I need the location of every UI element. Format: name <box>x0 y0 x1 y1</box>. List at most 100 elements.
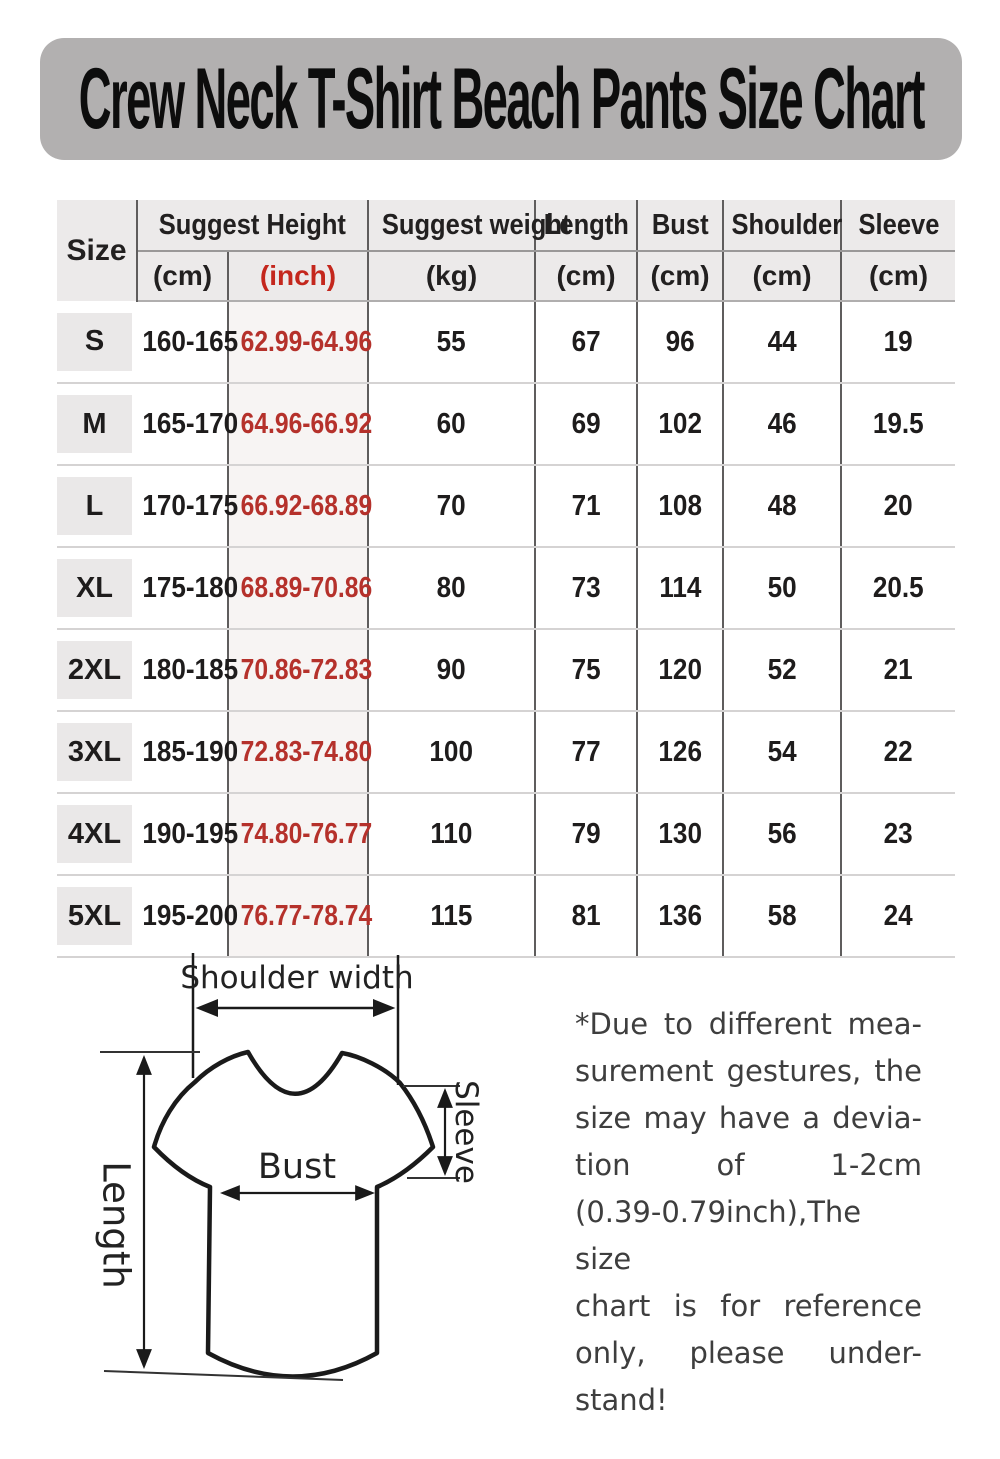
disclaimer-line: only, please under- <box>575 1336 922 1370</box>
cell-value: 79 <box>571 817 601 850</box>
cell-value: 126 <box>658 735 702 768</box>
cell-height_inch: 70.86-72.83 <box>228 629 372 712</box>
cell-length_cm: 81 <box>535 875 639 958</box>
cell-weight_kg: 80 <box>368 547 537 630</box>
title-banner: Crew Neck T-Shirt Beach Pants Size Chart <box>40 38 962 160</box>
cell-height_cm: 165-170 <box>137 383 238 466</box>
cell-value: 180-185 <box>142 653 239 686</box>
cell-length_cm: 75 <box>535 629 639 712</box>
cell-value: 130 <box>658 817 702 850</box>
col-header-bust: Bust <box>637 200 725 252</box>
cell-value: 70.86-72.83 <box>240 653 373 686</box>
cell-length_cm: 69 <box>535 383 639 466</box>
cell-bust_cm: 126 <box>637 711 725 794</box>
size-chip: 3XL <box>57 723 132 781</box>
cell-value: 19 <box>883 325 914 358</box>
cell-value: 22 <box>883 735 914 768</box>
cell-shoulder_cm: 44 <box>723 301 843 384</box>
cell-value: 70 <box>436 489 467 522</box>
size-chip: 4XL <box>57 805 132 863</box>
cell-height_inch: 64.96-66.92 <box>228 383 372 466</box>
unit-height-inch: (inch) <box>228 251 370 302</box>
cell-weight_kg: 115 <box>368 875 537 958</box>
cell-shoulder_cm: 56 <box>723 793 843 876</box>
unit-weight-kg: (kg) <box>368 251 537 302</box>
cell-shoulder_cm: 58 <box>723 875 843 958</box>
col-header-bust-label: Bust <box>651 208 709 241</box>
cell-height_cm: 190-195 <box>137 793 238 876</box>
col-header-sleeve-label: Sleeve <box>858 208 939 241</box>
cell-height_inch: 68.89-70.86 <box>228 547 372 630</box>
cell-length_cm: 77 <box>535 711 639 794</box>
col-header-suggest-weight: Suggest weight <box>368 200 570 252</box>
cell-value: 190-195 <box>142 817 239 850</box>
table-row: XL 175-180 68.89-70.86 80 73 114 50 20.5 <box>57 547 956 630</box>
cell-sleeve_cm: 23 <box>841 793 956 876</box>
cell-value: 136 <box>658 899 702 932</box>
unit-sleeve-cm: (cm) <box>841 251 956 302</box>
cell-value: 170-175 <box>142 489 239 522</box>
cell-shoulder_cm: 52 <box>723 629 843 712</box>
cell-value: 21 <box>883 653 914 686</box>
size-chip: XL <box>57 559 132 617</box>
table-row: 5XL 195-200 76.77-78.74 115 81 136 58 24 <box>57 875 956 958</box>
col-header-suggest-height-label: Suggest Height <box>158 208 347 241</box>
col-header-suggest-height: Suggest Height <box>137 200 370 252</box>
cell-length_cm: 67 <box>535 301 639 384</box>
size-chip: L <box>57 477 132 535</box>
bust-label: Bust <box>258 1147 336 1187</box>
cell-value: 44 <box>767 325 797 358</box>
cell-sleeve_cm: 24 <box>841 875 956 958</box>
unit-label: (inch) <box>259 260 337 291</box>
table-row: S 160-165 62.99-64.96 55 67 96 44 19 <box>57 301 956 384</box>
cell-height_inch: 74.80-76.77 <box>228 793 372 876</box>
cell-value: 75 <box>571 653 601 686</box>
cell-weight_kg: 70 <box>368 465 537 548</box>
cell-shoulder_cm: 46 <box>723 383 843 466</box>
cell-height_cm: 160-165 <box>137 301 238 384</box>
unit-label: (cm) <box>650 260 710 291</box>
cell-size: 4XL <box>57 793 137 876</box>
cell-weight_kg: 110 <box>368 793 537 876</box>
cell-value: 76.77-78.74 <box>240 899 373 932</box>
cell-value: 96 <box>665 325 695 358</box>
cell-height_inch: 62.99-64.96 <box>228 301 372 384</box>
cell-size: 5XL <box>57 875 137 958</box>
cell-weight_kg: 100 <box>368 711 537 794</box>
cell-value: 160-165 <box>142 325 239 358</box>
cell-height_cm: 180-185 <box>137 629 238 712</box>
cell-value: 20.5 <box>873 571 924 604</box>
cell-height_inch: 66.92-68.89 <box>228 465 372 548</box>
unit-label: (cm) <box>556 260 616 291</box>
cell-size: L <box>57 465 137 548</box>
cell-value: 52 <box>767 653 797 686</box>
cell-value: 20 <box>883 489 914 522</box>
cell-shoulder_cm: 48 <box>723 465 843 548</box>
cell-value: 69 <box>571 407 601 440</box>
cell-height_cm: 170-175 <box>137 465 238 548</box>
size-table-header: Size Suggest Height Suggest weight Lengt… <box>57 200 956 302</box>
cell-bust_cm: 114 <box>637 547 725 630</box>
cell-length_cm: 79 <box>535 793 639 876</box>
table-row: 3XL 185-190 72.83-74.80 100 77 126 54 22 <box>57 711 956 794</box>
unit-length-cm: (cm) <box>535 251 639 302</box>
sleeve-label: Sleeve <box>448 1080 484 1184</box>
cell-value: 23 <box>883 817 914 850</box>
cell-value: 68.89-70.86 <box>240 571 373 604</box>
cell-value: 100 <box>429 735 474 768</box>
unit-label: (cm) <box>152 260 213 291</box>
cell-value: 48 <box>767 489 797 522</box>
cell-shoulder_cm: 50 <box>723 547 843 630</box>
table-row: 4XL 190-195 74.80-76.77 110 79 130 56 23 <box>57 793 956 876</box>
cell-value: 195-200 <box>142 899 239 932</box>
cell-weight_kg: 55 <box>368 301 537 384</box>
size-chip: 5XL <box>57 887 132 945</box>
disclaimer-line: *Due to different mea- <box>575 1007 922 1041</box>
disclaimer-line: tion of 1-2cm <box>575 1148 922 1182</box>
cell-sleeve_cm: 19.5 <box>841 383 956 466</box>
unit-height-cm: (cm) <box>137 251 229 302</box>
cell-value: 115 <box>430 899 473 932</box>
tshirt-outline <box>151 1049 436 1379</box>
cell-value: 58 <box>767 899 797 932</box>
disclaimer-line: stand! <box>575 1383 668 1417</box>
